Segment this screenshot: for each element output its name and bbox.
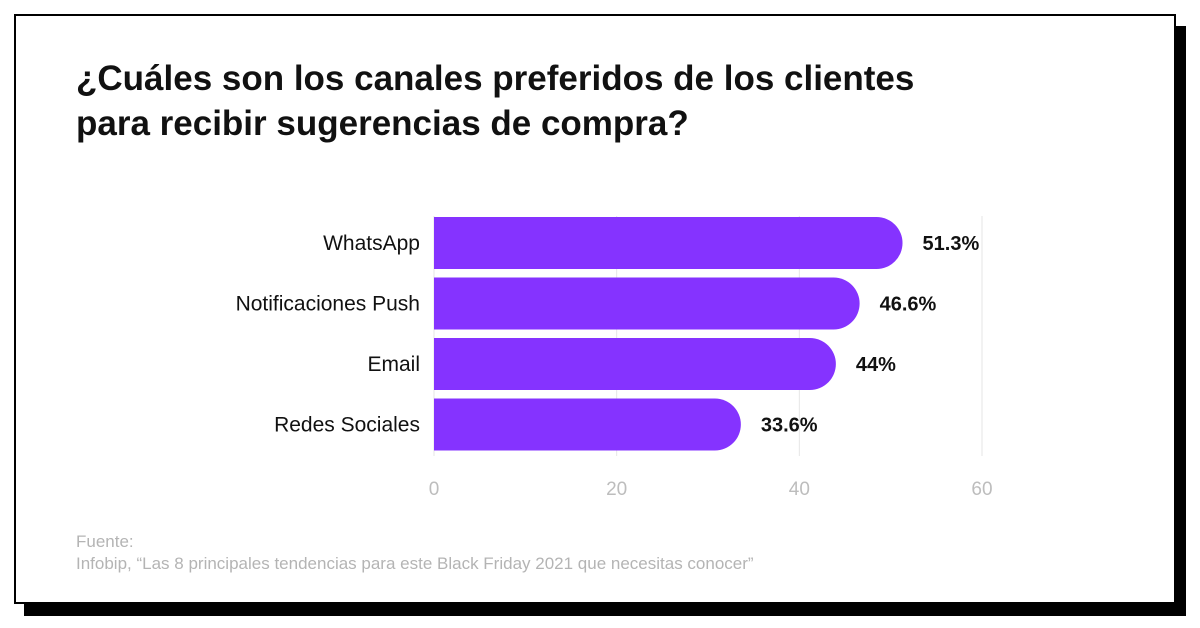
x-tick-label: 20 — [606, 479, 627, 500]
category-label: Redes Sociales — [274, 414, 420, 437]
x-tick-label: 60 — [971, 479, 992, 500]
chart-title-line-1: ¿Cuáles son los canales preferidos de lo… — [76, 59, 915, 98]
value-label: 51.3% — [923, 233, 980, 255]
value-label: 33.6% — [761, 415, 818, 437]
value-label: 44% — [856, 354, 896, 376]
source-text: Infobip, “Las 8 principales tendencias p… — [76, 554, 754, 573]
category-label: Notificaciones Push — [236, 293, 420, 316]
category-label: WhatsApp — [323, 232, 420, 255]
chart-card: ¿Cuáles son los canales preferidos de lo… — [14, 14, 1176, 604]
x-tick-label: 0 — [429, 479, 440, 500]
source-label: Fuente: — [76, 532, 134, 551]
bar — [434, 398, 741, 451]
category-label: Email — [367, 353, 420, 376]
value-label: 46.6% — [880, 294, 937, 316]
bar-chart: WhatsApp 51.3% Notificaciones Push 46.6% Ema… — [236, 216, 993, 500]
chart-title: ¿Cuáles son los canales preferidos de lo… — [76, 56, 1076, 146]
chart-title-line-2: para recibir sugerencias de compra? — [76, 104, 689, 143]
bar — [434, 217, 903, 269]
bar — [434, 338, 836, 390]
source-note: Fuente: Infobip, “Las 8 principales tend… — [76, 531, 754, 575]
x-tick-label: 40 — [789, 479, 810, 500]
bar — [434, 277, 860, 330]
